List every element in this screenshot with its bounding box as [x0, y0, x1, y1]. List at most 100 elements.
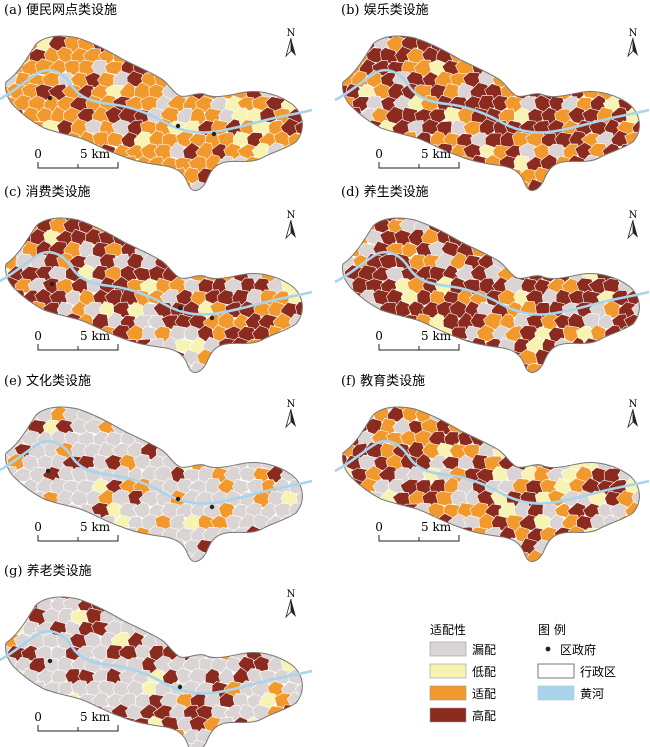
parcel-high	[280, 167, 300, 186]
parcel-low	[196, 229, 218, 248]
parcel-high	[8, 313, 27, 331]
parcel-high	[0, 705, 5, 720]
parcel-missing	[364, 301, 384, 320]
parcel-suitable	[437, 372, 456, 373]
parcel-missing	[259, 407, 279, 423]
parcel-suitable	[223, 72, 245, 89]
parcel-missing	[15, 119, 34, 136]
parcel-low	[617, 563, 635, 581]
parcel-missing	[5, 618, 12, 638]
parcel-missing	[547, 349, 568, 366]
parcel-high	[394, 348, 414, 367]
parcel-missing	[141, 348, 161, 366]
parcel-high	[450, 537, 470, 555]
parcel-high	[6, 503, 28, 520]
parcel-suitable	[0, 25, 5, 39]
parcel-high	[542, 550, 559, 562]
parcel-suitable	[342, 218, 356, 224]
parcel-suitable	[176, 36, 195, 53]
parcel-suitable	[302, 131, 303, 149]
parcel-high	[526, 218, 548, 234]
parcel-high	[295, 166, 303, 186]
parcel-high	[498, 362, 518, 373]
parcel-suitable	[245, 338, 266, 356]
parcel-missing	[583, 154, 601, 173]
parcel-high	[342, 118, 356, 136]
parcel-high	[358, 551, 377, 562]
parcel-high	[294, 120, 303, 138]
parcel-suitable	[183, 167, 202, 185]
parcel-missing	[631, 299, 640, 319]
parcel-high	[68, 166, 91, 186]
parcel-missing	[323, 73, 342, 90]
parcel-high	[351, 490, 373, 508]
parcel-missing	[294, 407, 303, 411]
parcel-missing	[70, 538, 88, 557]
parcel-suitable	[630, 70, 640, 90]
parcel-high	[272, 739, 294, 747]
parcel-suitable	[365, 218, 384, 223]
parcel-missing	[84, 597, 103, 602]
parcel-high	[101, 374, 119, 389]
parcel-missing	[554, 218, 573, 236]
parcel-high	[342, 477, 351, 495]
parcel-missing	[295, 441, 303, 461]
parcel-missing	[188, 407, 210, 424]
scale-bar-g: 0 5 km	[34, 710, 119, 732]
parcel-high	[449, 373, 468, 391]
parcel-high	[485, 179, 504, 191]
parcel-missing	[141, 607, 161, 628]
district-government-dot	[45, 468, 51, 474]
parcel-suitable	[232, 407, 249, 423]
parcel-suitable	[520, 442, 541, 459]
parcel-high	[604, 373, 622, 389]
scale-zero: 0	[34, 329, 42, 343]
parcel-suitable	[401, 241, 420, 258]
parcel-high	[351, 36, 370, 40]
parcel-missing	[190, 431, 209, 447]
parcel-suitable	[485, 218, 504, 235]
parcel-suitable	[127, 36, 146, 40]
yellow-river-b	[334, 68, 650, 134]
parcel-suitable	[547, 36, 566, 40]
parcel-high	[55, 705, 76, 722]
parcel-missing	[182, 419, 203, 437]
parcel-suitable	[126, 168, 146, 184]
parcel-suitable	[563, 374, 579, 390]
parcel-high	[5, 597, 6, 603]
parcel-missing	[299, 503, 303, 520]
parcel-missing	[204, 179, 224, 191]
parcel-high	[5, 527, 14, 544]
parcel-suitable	[225, 253, 243, 272]
parcel-high	[434, 218, 456, 221]
parcel-missing	[610, 549, 630, 562]
parcel-high	[342, 489, 358, 508]
parcel-missing	[527, 36, 546, 54]
parcel-high	[153, 349, 173, 368]
parcel-low	[639, 550, 640, 562]
parcel-missing	[34, 503, 54, 519]
parcel-suitable	[161, 60, 180, 78]
parcel-suitable	[342, 313, 352, 331]
parcel-missing	[154, 539, 173, 555]
parcel-high	[259, 218, 280, 236]
parcel-missing	[223, 539, 244, 555]
parcel-high	[210, 728, 229, 746]
parcel-low	[169, 597, 189, 603]
parcel-missing	[13, 703, 33, 721]
parcel-high	[384, 337, 405, 356]
parcel-high	[582, 178, 604, 191]
parcel-missing	[293, 417, 303, 436]
parcel-missing	[507, 564, 523, 579]
parcel-high	[477, 350, 497, 367]
parcel-missing	[624, 266, 640, 284]
parcel-high	[379, 349, 399, 366]
parcel-missing	[51, 693, 69, 711]
parcel-high	[5, 118, 20, 138]
parcel-high	[245, 362, 265, 373]
legend-swatch-missing	[429, 641, 467, 657]
north-label: N	[629, 28, 638, 39]
parcel-missing	[590, 193, 610, 209]
parcel-missing	[156, 597, 174, 603]
parcel-missing	[0, 633, 5, 649]
